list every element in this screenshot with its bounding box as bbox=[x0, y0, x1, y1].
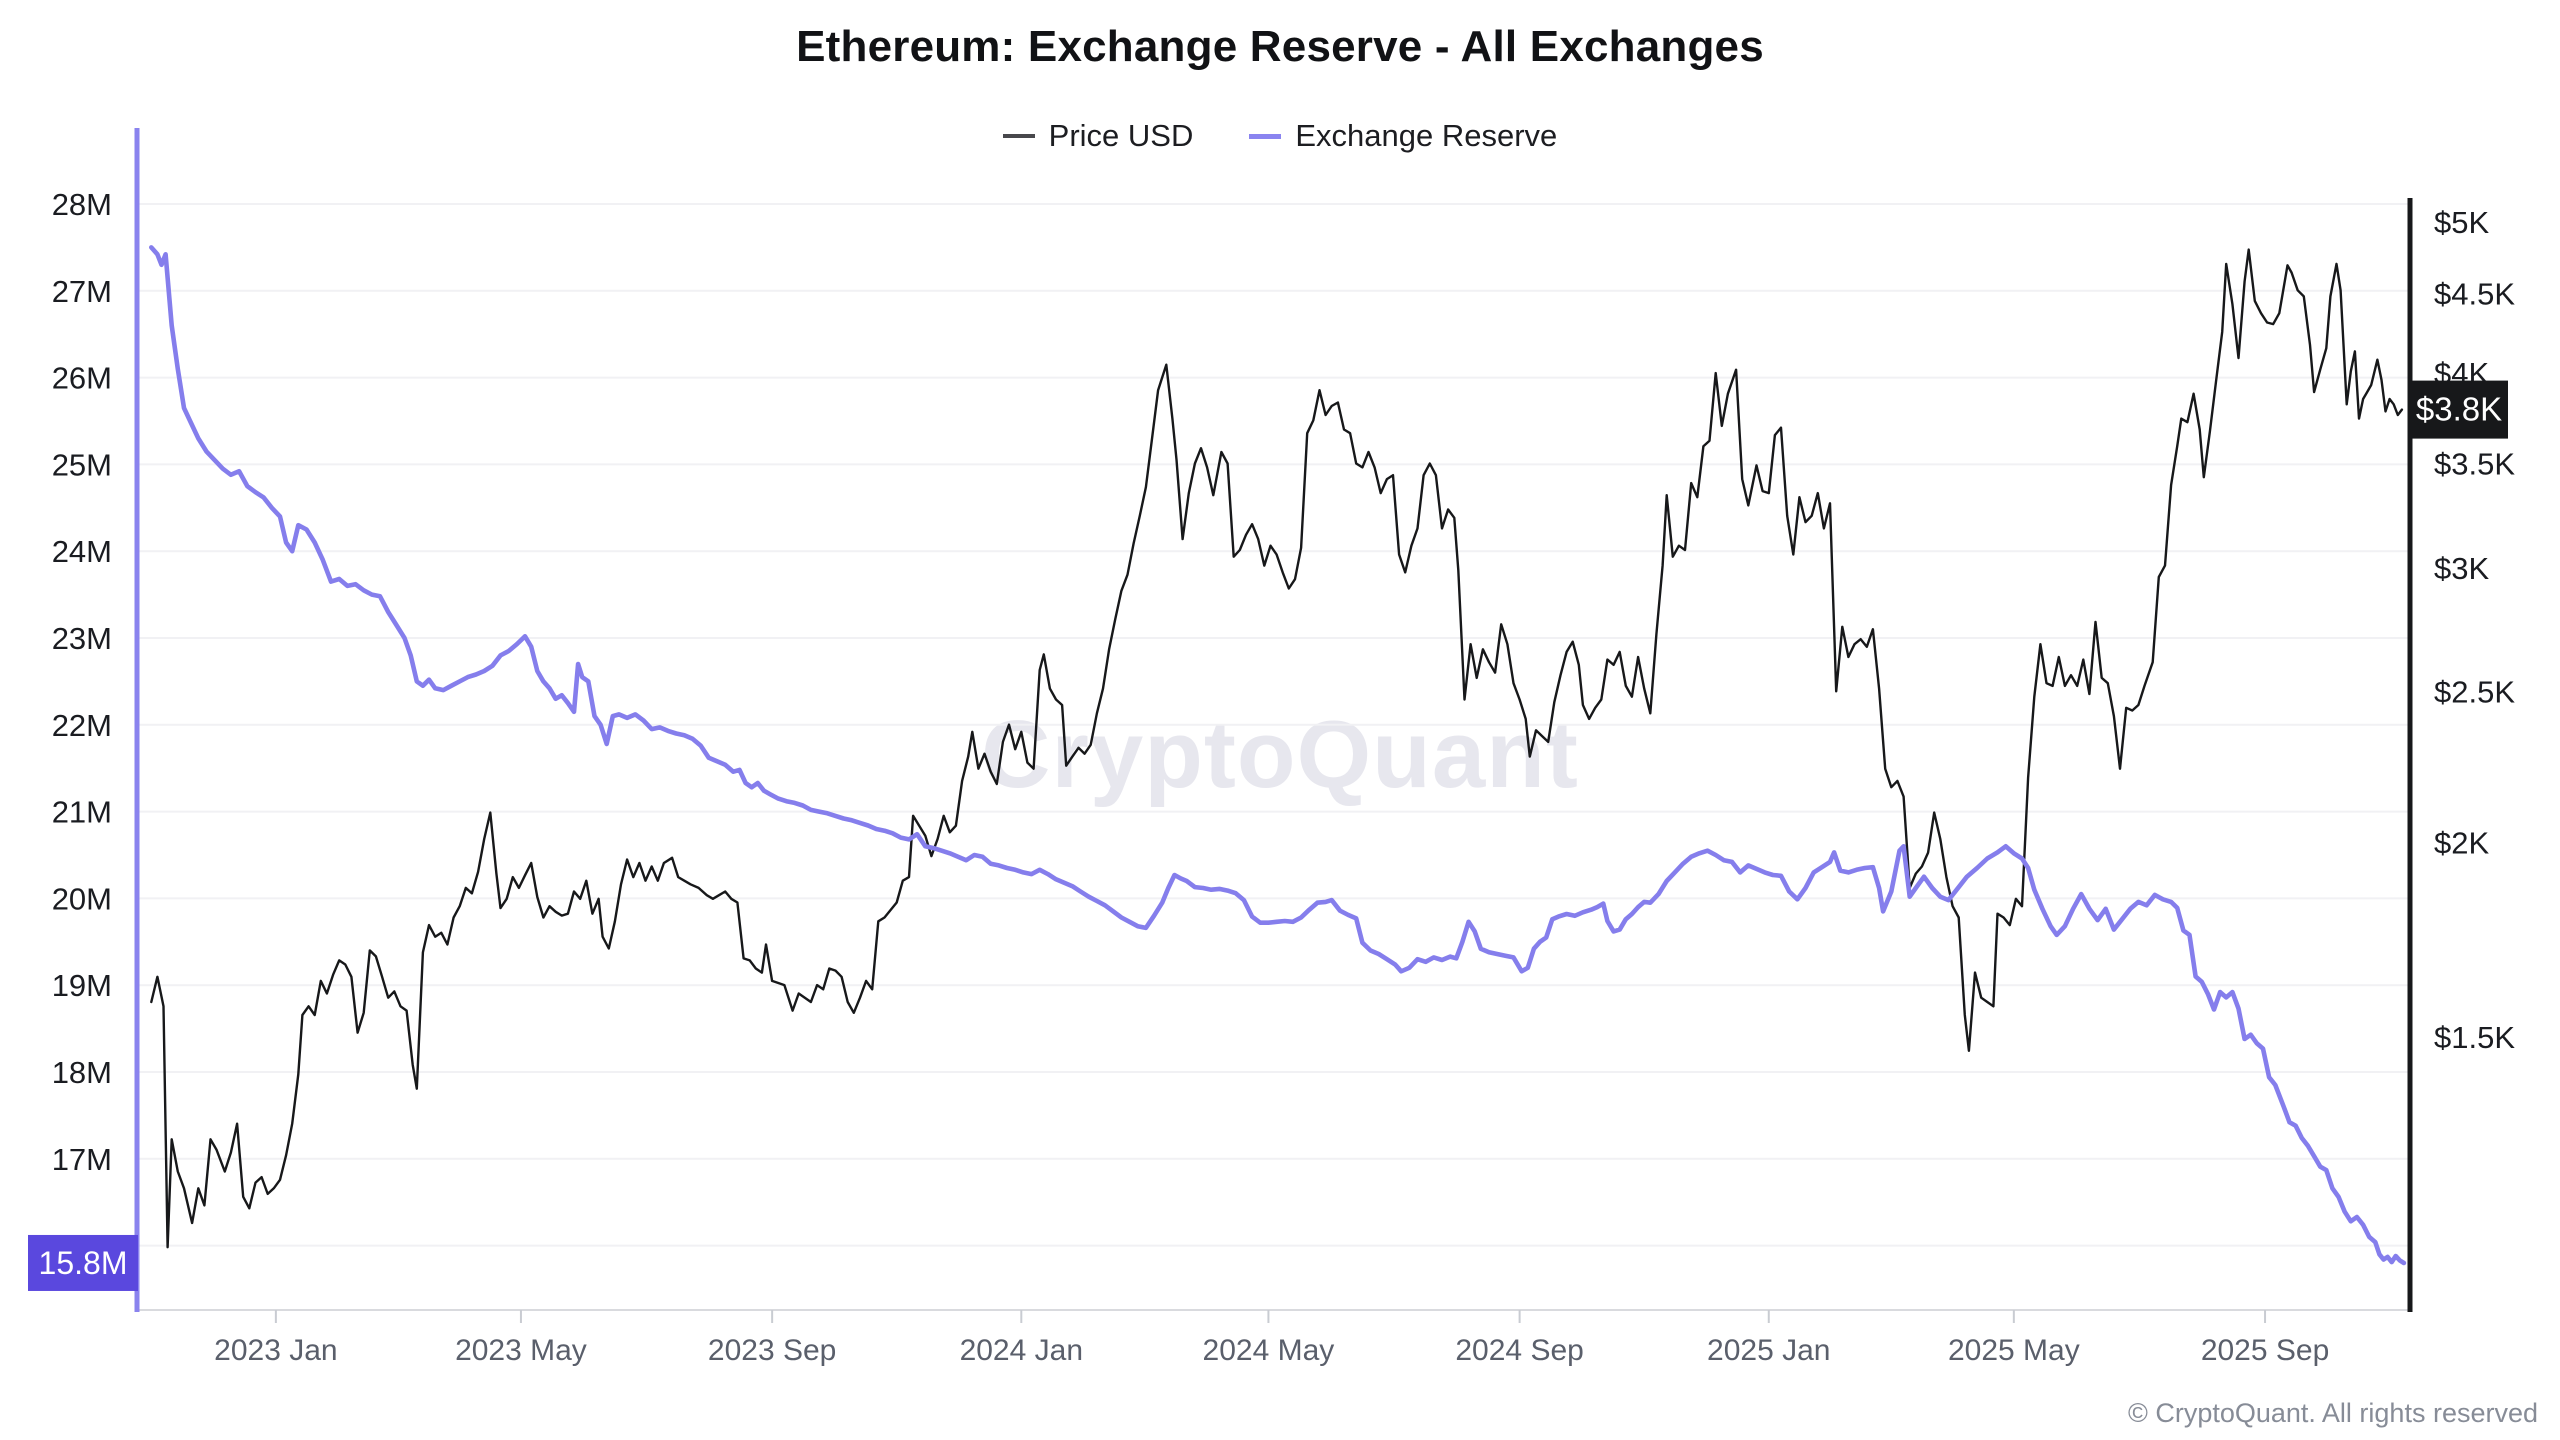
copyright-notice: © CryptoQuant. All rights reserved bbox=[2127, 1398, 2538, 1428]
y-left-tick-label: 17M bbox=[52, 1142, 112, 1177]
y-left-tick-label: 24M bbox=[52, 534, 112, 569]
y-left-tick-label: 23M bbox=[52, 621, 112, 656]
y-left-tick-label: 20M bbox=[52, 881, 112, 916]
x-tick-label: 2025 Sep bbox=[2201, 1334, 2329, 1367]
y-left-tick-label: 28M bbox=[52, 187, 112, 222]
price-last-value-badge bbox=[2410, 380, 2508, 439]
reserve-last-value-badge bbox=[28, 1234, 138, 1291]
price-line-swatch-icon bbox=[1002, 134, 1035, 138]
price-line bbox=[150, 248, 2404, 1249]
x-tick-label: 2023 May bbox=[455, 1334, 587, 1367]
y-left-tick-label: 18M bbox=[52, 1055, 112, 1090]
legend-item-exchange-reserve[interactable]: Exchange Reserve bbox=[1249, 118, 1557, 154]
y-left-tick-label: 26M bbox=[52, 361, 112, 396]
legend-label-price-usd: Price USD bbox=[1048, 118, 1194, 153]
reserve-line bbox=[149, 245, 2407, 1266]
x-tick-label: 2023 Sep bbox=[708, 1334, 836, 1367]
price-last-value-label: $3.8K bbox=[2416, 391, 2502, 428]
cryptoquant-watermark: CryptoQuant bbox=[981, 701, 1579, 808]
y-right-tick-label: $2.5K bbox=[2434, 674, 2515, 709]
x-tick-label: 2024 May bbox=[1203, 1334, 1335, 1367]
legend: Price USD Exchange Reserve bbox=[0, 118, 2560, 154]
legend-item-price-usd[interactable]: Price USD bbox=[1002, 118, 1194, 154]
y-right-tick-label: $5K bbox=[2434, 205, 2489, 240]
y-left-tick-label: 25M bbox=[52, 447, 112, 482]
y-right-tick-label: $3.5K bbox=[2434, 446, 2515, 481]
x-tick-label: 2023 Jan bbox=[214, 1334, 337, 1367]
x-tick-label: 2024 Sep bbox=[1455, 1334, 1583, 1367]
y-right-tick-label: $4.5K bbox=[2434, 276, 2515, 311]
y-left-tick-label: 22M bbox=[52, 708, 112, 743]
x-tick-label: 2025 Jan bbox=[1707, 1334, 1830, 1367]
chart-title: Ethereum: Exchange Reserve - All Exchang… bbox=[796, 22, 1764, 71]
y-left-tick-label: 19M bbox=[52, 968, 112, 1003]
y-right-tick-label: $2K bbox=[2434, 825, 2489, 860]
reserve-last-value-label: 15.8M bbox=[39, 1245, 128, 1281]
reserve-line-swatch-icon bbox=[1249, 133, 1282, 139]
y-left-tick-label: 21M bbox=[52, 795, 112, 830]
legend-label-exchange-reserve: Exchange Reserve bbox=[1295, 118, 1558, 153]
y-left-tick-label: 27M bbox=[52, 274, 112, 309]
y-right-tick-label: $3K bbox=[2434, 551, 2489, 586]
x-tick-label: 2024 Jan bbox=[960, 1334, 1083, 1367]
x-tick-label: 2025 May bbox=[1948, 1334, 2080, 1367]
y-right-tick-label: $1.5K bbox=[2434, 1020, 2515, 1055]
